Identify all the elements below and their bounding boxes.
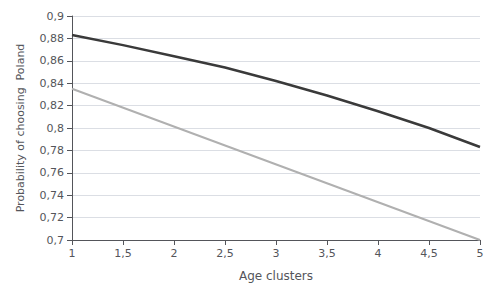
svg-text:2: 2 [171, 247, 178, 260]
svg-text:0,84: 0,84 [40, 77, 65, 90]
svg-text:4,5: 4,5 [420, 247, 438, 260]
svg-text:0,74: 0,74 [40, 189, 65, 202]
svg-text:0,86: 0,86 [40, 54, 65, 67]
svg-text:1: 1 [69, 247, 76, 260]
svg-text:0,76: 0,76 [40, 166, 65, 179]
svg-text:0,88: 0,88 [40, 32, 65, 45]
svg-text:3: 3 [273, 247, 280, 260]
svg-text:Probability of choosing Polan: Probability of choosing Poland [14, 44, 27, 213]
svg-text:0,78: 0,78 [40, 144, 65, 157]
svg-text:0,72: 0,72 [40, 211, 65, 224]
svg-text:2,5: 2,5 [216, 247, 234, 260]
svg-text:4: 4 [375, 247, 382, 260]
svg-text:0,82: 0,82 [40, 99, 65, 112]
svg-text:Age clusters: Age clusters [239, 269, 313, 283]
svg-text:0,7: 0,7 [47, 234, 65, 247]
svg-text:0,9: 0,9 [47, 10, 65, 23]
svg-text:0,8: 0,8 [47, 122, 65, 135]
svg-text:3,5: 3,5 [318, 247, 336, 260]
svg-text:1,5: 1,5 [114, 247, 132, 260]
svg-text:5: 5 [477, 247, 484, 260]
